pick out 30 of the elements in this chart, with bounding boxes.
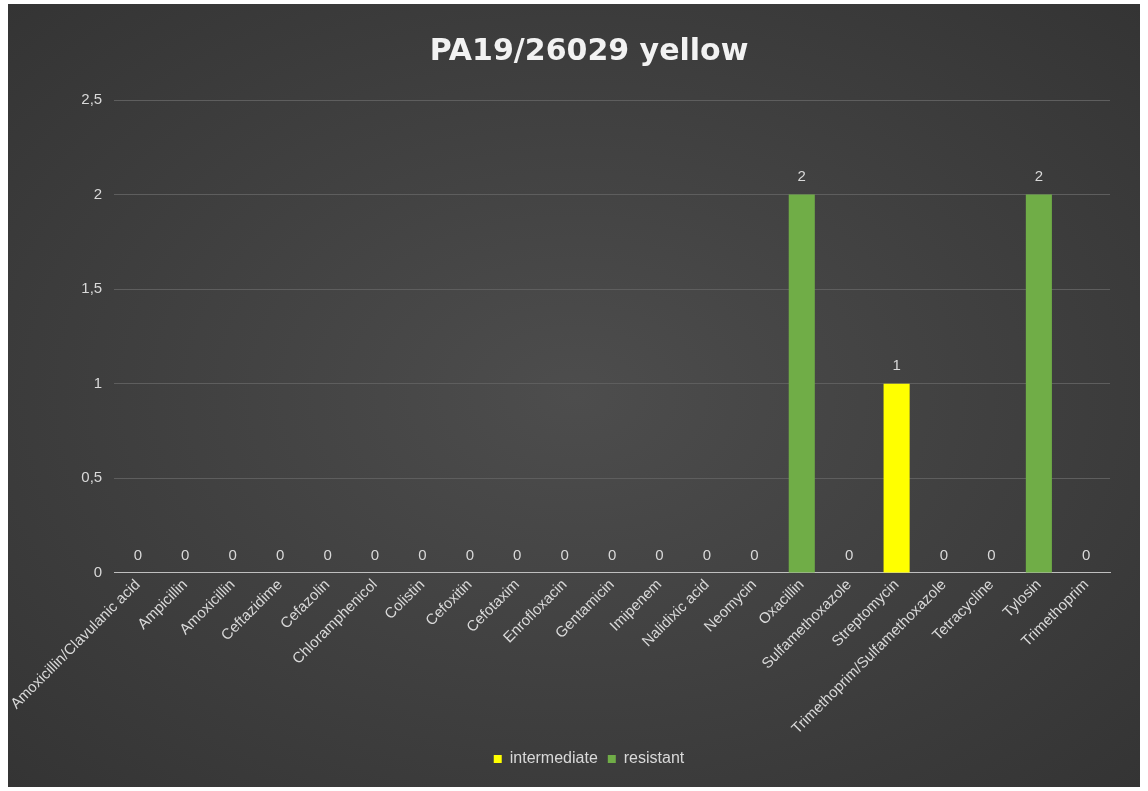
y-tick-label: 0 [93, 563, 103, 581]
data-label: 0 [418, 545, 427, 563]
legend-label: intermediate [509, 749, 598, 767]
data-label: 0 [750, 545, 759, 563]
data-label: 2 [1034, 167, 1044, 185]
data-label: 0 [228, 545, 237, 563]
data-label: 0 [702, 545, 712, 563]
data-label: 0 [655, 545, 664, 563]
data-label: 0 [513, 545, 522, 563]
data-label: 0 [845, 545, 854, 563]
data-label: 2 [797, 167, 806, 185]
data-label: 0 [465, 545, 474, 563]
y-tick-label: 1,5 [81, 279, 103, 297]
data-label: 1 [892, 356, 901, 374]
data-label: 0 [133, 545, 143, 563]
y-tick-label: 0,5 [81, 468, 103, 486]
data-label: 0 [370, 545, 380, 563]
y-tick-label: 1 [93, 373, 103, 391]
legend-label: resistant [623, 749, 685, 767]
data-label: 0 [987, 545, 996, 563]
data-label: 0 [607, 545, 617, 563]
data-label: 0 [939, 545, 949, 563]
data-label: 0 [275, 545, 285, 563]
y-tick-label: 2 [93, 184, 103, 202]
chart-title: PA19/26029 yellow [429, 31, 749, 67]
data-label: 0 [181, 545, 190, 563]
y-tick-label: 2,5 [81, 90, 103, 108]
data-label: 0 [560, 545, 569, 563]
data-label: 0 [1082, 545, 1091, 563]
data-label: 0 [323, 545, 332, 563]
